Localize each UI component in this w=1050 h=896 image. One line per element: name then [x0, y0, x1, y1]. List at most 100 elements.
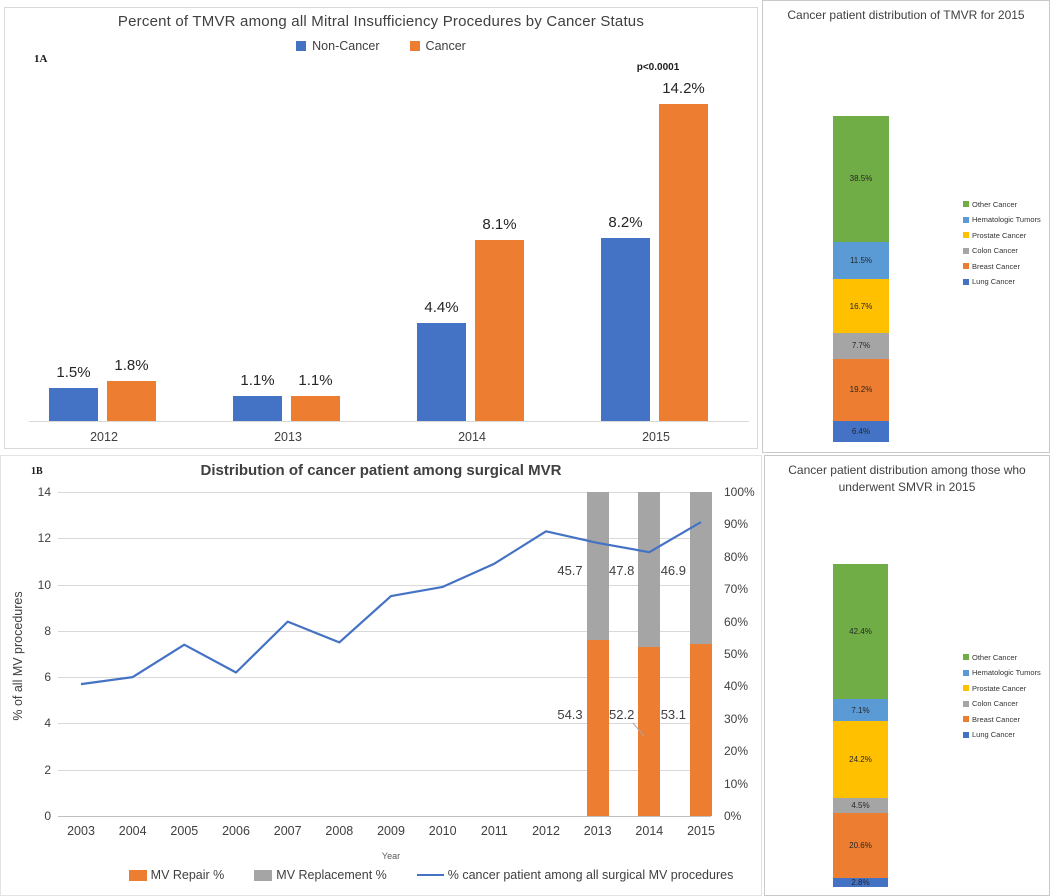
segment-label-lung-cancer: 2.8% — [851, 878, 870, 887]
gridline-6 — [58, 677, 711, 679]
y-axis-tick-left-10: 10 — [37, 577, 51, 592]
panel-tmvr-legend: Other Cancer Hematologic Tumors Prostate C… — [963, 199, 1041, 287]
x-axis-label-2011: 2011 — [480, 824, 508, 838]
y-axis-tick-left-6: 6 — [44, 670, 51, 685]
legend-swatch-hematologic-tumors — [963, 216, 969, 223]
panel-tmvr-title: Cancer patient distribution of TMVR for … — [787, 8, 1025, 22]
x-axis-label-2013: 2013 — [583, 824, 612, 838]
segment-label-hematologic-tumors: 11.5% — [849, 255, 873, 265]
gridline-10 — [58, 584, 711, 586]
legend-swatch-mv-repair — [128, 869, 147, 881]
legend-swatch-lung-cancer — [963, 731, 969, 738]
segment-breast-cancer: 19.2% — [833, 358, 889, 422]
y-axis-tick-left-12: 12 — [37, 531, 51, 546]
legend-swatch-hematologic-tumors — [963, 669, 969, 676]
panel-1a-tag: 1A — [34, 53, 48, 65]
bar-mv-repair-2015 — [690, 643, 712, 816]
legend-label: Hematologic Tumors — [972, 215, 1041, 224]
bar-value-label-mv-replacement-2015: 46.9 — [660, 563, 686, 578]
legend-label: MV Repair % — [150, 868, 225, 882]
legend-item-mv-repair: MV Repair % — [128, 868, 225, 882]
y-axis-tick-right-80: 80% — [724, 549, 749, 564]
legend-label: Colon Cancer — [972, 246, 1018, 255]
legend-item-non-cancer: Non-Cancer — [296, 39, 380, 53]
legend-label: Breast Cancer — [972, 261, 1020, 271]
bar-value-label-non-cancer-2012: 1.5% — [56, 364, 91, 381]
legend-swatch-breast-cancer — [963, 263, 969, 269]
bar-mv-replacement-2015 — [690, 492, 712, 644]
y-axis-tick-right-30: 30% — [724, 711, 749, 726]
bar-value-label-non-cancer-2014: 4.4% — [424, 299, 459, 316]
p-value-annotation: p<0.0001 — [636, 62, 680, 73]
legend-item-hematologic-tumors: Hematologic Tumors — [963, 215, 1041, 225]
panel-smvr-title: Cancer patient distribution among those … — [788, 463, 1026, 495]
bar-value-label-cancer-2012: 1.8% — [114, 357, 149, 374]
y-axis-tick-right-50: 50% — [724, 647, 749, 661]
legend-label: Prostate Cancer — [972, 683, 1027, 693]
legend-item-mv-replacement: MV Replacement % — [254, 868, 387, 882]
legend-label: Lung Cancer — [972, 730, 1015, 739]
segment-other-cancer: 42.4% — [833, 564, 888, 699]
y-axis-tick-left-0: 0 — [44, 809, 51, 823]
legend-label: Hematologic Tumors — [972, 668, 1041, 677]
y-axis-tick-right-90: 90% — [724, 517, 749, 532]
panel-tmvr-distribution: Cancer patient distribution of TMVR for … — [762, 0, 1050, 453]
bar-non-cancer-2013 — [233, 396, 282, 421]
panel-1b: 1B Distribution of cancer patient among … — [0, 455, 762, 896]
segment-other-cancer: 38.5% — [833, 116, 889, 242]
x-axis-title: Year — [381, 851, 401, 861]
legend-item-prostate-cancer: Prostate Cancer — [963, 230, 1041, 240]
x-axis-label-2009: 2009 — [377, 824, 405, 838]
y-axis-tick-left-4: 4 — [44, 716, 51, 731]
segment-colon-cancer: 4.5% — [833, 798, 888, 813]
legend-label: Non-Cancer — [312, 39, 380, 53]
legend-label: Cancer — [425, 39, 466, 53]
grouped-bar-chart: 2012 1.5% 1.8% 2013 1.1% 1.1% 2014 4.4% 8.1% 2015… — [5, 8, 757, 448]
legend-item-lung-cancer: Lung Cancer — [963, 730, 1041, 740]
x-axis-label-2013: 2013 — [274, 430, 302, 444]
x-axis-label-2005: 2005 — [170, 824, 199, 838]
legend-swatch-other-cancer — [963, 654, 969, 660]
legend-swatch-colon-cancer — [963, 700, 969, 707]
x-axis-label-2014: 2014 — [458, 430, 486, 444]
legend-item-breast-cancer: Breast Cancer — [963, 714, 1041, 724]
legend-item-colon-cancer: Colon Cancer — [963, 699, 1041, 709]
segment-label-prostate-cancer: 16.7% — [849, 301, 873, 311]
bar-value-label-non-cancer-2015: 8.2% — [608, 214, 643, 231]
legend-item-lung-cancer: Lung Cancer — [963, 277, 1041, 287]
legend-item-hematologic-tumors: Hematologic Tumors — [963, 668, 1041, 678]
bar-value-label-cancer-2014: 8.1% — [482, 216, 517, 233]
segment-label-colon-cancer: 7.7% — [851, 341, 871, 351]
legend-label: MV Replacement % — [276, 868, 387, 882]
y-axis-tick-right-40: 40% — [724, 679, 749, 694]
y-axis-tick-right-0: 0% — [724, 809, 742, 823]
panel-1a: 1A Percent of TMVR among all Mitral Insu… — [4, 7, 758, 449]
bar-mv-repair-2013 — [586, 640, 609, 816]
legend-label: Other Cancer — [972, 199, 1018, 209]
segment-colon-cancer: 7.7% — [833, 333, 889, 359]
bar-value-label-cancer-2013: 1.1% — [298, 372, 333, 389]
segment-label-lung-cancer: 6.4% — [851, 427, 871, 437]
legend-swatch-lung-cancer — [963, 278, 969, 285]
segment-label-hematologic-tumors: 7.1% — [851, 705, 870, 715]
combo-chart: 0 2 4 6 8 10 12 14 0% 10% 20% 30% 40% 50% 60% 70% 80% 90%… — [1, 456, 761, 895]
legend-swatch-prostate-cancer — [963, 685, 969, 691]
y-axis-tick-right-20: 20% — [724, 744, 749, 759]
legend-swatch-cancer — [409, 41, 420, 51]
bar-value-label-mv-replacement-2013: 45.7 — [557, 563, 583, 578]
gridline-4 — [58, 723, 711, 725]
x-axis-label-2014: 2014 — [635, 824, 664, 838]
legend-swatch-non-cancer — [296, 41, 307, 51]
legend-label: % cancer patient among all surgical MV p… — [447, 868, 734, 882]
gridline-8 — [58, 630, 711, 632]
legend-item-prostate-cancer: Prostate Cancer — [963, 683, 1041, 693]
y-axis-tick-right-70: 70% — [724, 582, 749, 597]
segment-hematologic-tumors: 11.5% — [833, 241, 889, 279]
x-axis-label-2012: 2012 — [90, 430, 118, 444]
legend-item-breast-cancer: Breast Cancer — [963, 261, 1041, 271]
panel-1b-tag: 1B — [31, 466, 43, 477]
segment-label-breast-cancer: 19.2% — [849, 385, 873, 395]
legend-label: Breast Cancer — [972, 714, 1020, 724]
bar-cancer-2012 — [107, 381, 156, 421]
segment-label-colon-cancer: 4.5% — [851, 800, 870, 810]
